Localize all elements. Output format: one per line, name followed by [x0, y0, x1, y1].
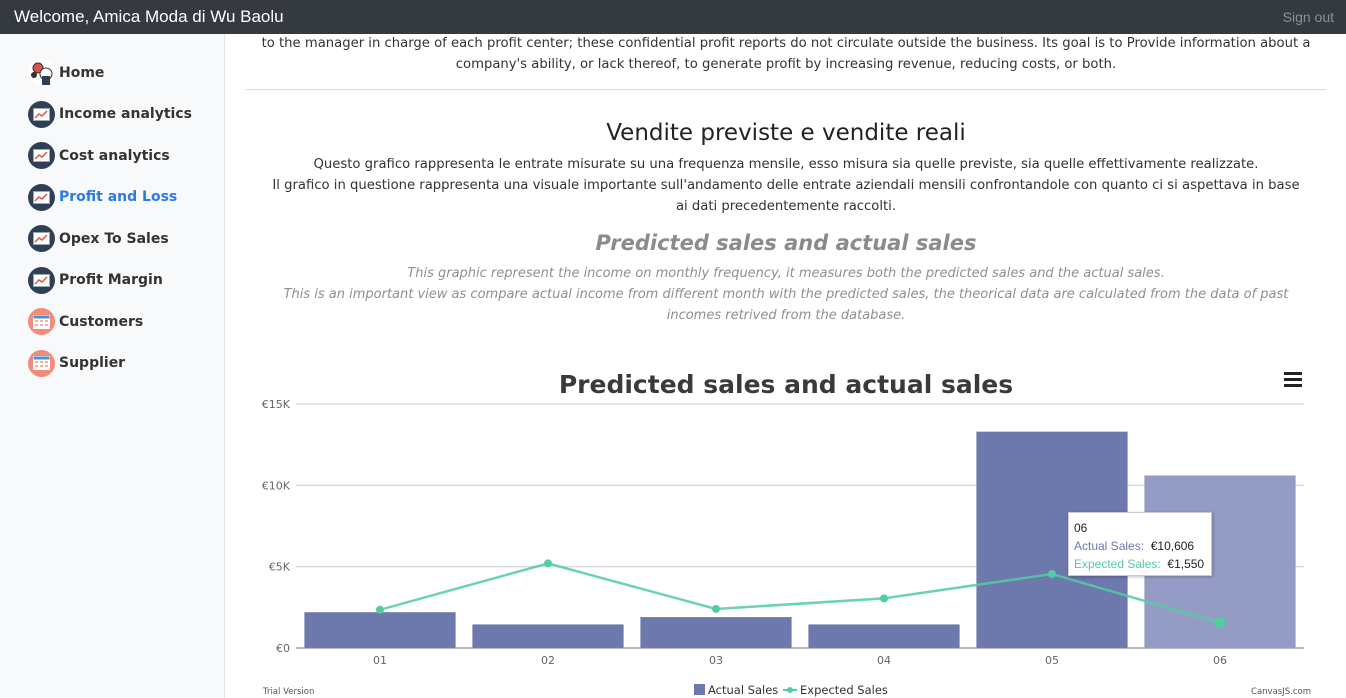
bar-actual-sales — [808, 624, 960, 648]
bar-actual-sales — [472, 624, 624, 648]
english-description-line-1: This graphic represent the income on mon… — [407, 266, 1165, 281]
sidebar-item-supplier[interactable]: Supplier — [0, 343, 224, 385]
y-tick-label: €5K — [269, 561, 291, 574]
legend-marker-actual — [694, 684, 705, 695]
tooltip-expected-label: Expected Sales: — [1074, 557, 1161, 571]
english-heading: Predicted sales and actual sales — [595, 231, 977, 255]
sidebar-item-profit-and-loss[interactable]: Profit and Loss — [0, 177, 224, 219]
chart-icon — [28, 100, 55, 128]
top-navbar: Welcome, Amica Moda di Wu Baolu Sign out — [0, 0, 1346, 34]
sidebar-item-income-analytics[interactable]: Income analytics — [0, 94, 224, 136]
sidebar-item-label: Profit Margin — [59, 272, 163, 289]
sales-chart[interactable]: Predicted sales and actual sales €0 €5K €10… — [226, 364, 1346, 698]
x-tick-label: 02 — [541, 654, 555, 667]
welcome-title: Welcome, Amica Moda di Wu Baolu — [14, 7, 284, 26]
chart-icon — [28, 183, 55, 211]
tooltip-category: 06 — [1074, 521, 1088, 535]
legend-marker-expected-dot — [787, 687, 793, 693]
line-expected-sales — [379, 562, 1221, 624]
sidebar-item-profit-margin[interactable]: Profit Margin — [0, 260, 224, 302]
chart-icon — [28, 225, 55, 253]
chart-tooltip: 06 Actual Sales: €10,606 Expected Sales:… — [1068, 512, 1212, 576]
bar-actual-sales — [304, 612, 456, 648]
table-icon — [28, 308, 55, 336]
canvasjs-credit: CanvasJS.com — [1251, 687, 1311, 697]
x-tick-label: 04 — [877, 654, 891, 667]
tooltip-expected-value: €1,550 — [1167, 557, 1205, 571]
point-expected-sales — [1214, 617, 1226, 629]
sidebar-item-cost-analytics[interactable]: Cost analytics — [0, 135, 224, 177]
sidebar-item-label: Home — [59, 64, 105, 81]
main-content: to the manager in charge of each profit … — [226, 34, 1346, 698]
chart-icon — [28, 266, 55, 294]
legend-label-actual: Actual Sales — [708, 683, 778, 697]
y-tick-label: €10K — [262, 479, 291, 492]
trial-version-label: Trial Version — [262, 687, 314, 697]
home-icon — [28, 59, 55, 87]
english-description: This graphic represent the income on mon… — [226, 263, 1346, 326]
sign-out-link[interactable]: Sign out — [1282, 9, 1334, 25]
point-expected-sales — [376, 605, 384, 614]
x-tick-label: 03 — [709, 654, 723, 667]
sidebar-item-home[interactable]: Home — [0, 52, 224, 94]
x-tick-label: 06 — [1213, 654, 1227, 667]
sidebar: Home Income analytics Cost analytics Profit… — [0, 34, 225, 698]
italian-description-line-2: Il grafico in questione rappresenta una … — [272, 178, 1300, 214]
sidebar-item-label: Supplier — [59, 355, 126, 372]
sidebar-item-opex-to-sales[interactable]: Opex To Sales — [0, 218, 224, 260]
sidebar-item-label: Profit and Loss — [59, 189, 178, 206]
y-tick-label: €0 — [276, 642, 290, 655]
divider — [246, 89, 1326, 90]
x-tick-label: 01 — [373, 654, 387, 667]
english-description-line-2: This is an important view as compare act… — [283, 287, 1289, 323]
sidebar-item-label: Cost analytics — [59, 147, 170, 164]
x-tick-label: 05 — [1045, 654, 1059, 667]
italian-heading: Vendite previste e vendite reali — [606, 120, 966, 146]
table-icon — [28, 349, 55, 377]
point-expected-sales — [1048, 569, 1056, 578]
tooltip-actual-value: €10,606 — [1150, 539, 1195, 553]
tooltip-actual-label: Actual Sales: — [1074, 539, 1145, 553]
sidebar-item-customers[interactable]: Customers — [0, 301, 224, 343]
point-expected-sales — [712, 604, 720, 613]
point-expected-sales — [880, 594, 888, 603]
point-expected-sales — [544, 559, 552, 568]
chart-icon — [28, 142, 55, 170]
y-tick-label: €15K — [262, 398, 291, 411]
italian-description: Questo grafico rappresenta le entrate mi… — [226, 154, 1346, 217]
chart-menu-icon[interactable] — [1284, 372, 1302, 388]
sidebar-item-label: Opex To Sales — [59, 230, 169, 247]
bar-actual-sales — [640, 617, 792, 648]
sidebar-item-label: Income analytics — [59, 106, 192, 123]
italian-description-line-1: Questo grafico rappresenta le entrate mi… — [313, 157, 1259, 172]
intro-text: to the manager in charge of each profit … — [261, 36, 1311, 72]
legend-label-expected: Expected Sales — [800, 683, 888, 697]
sidebar-item-label: Customers — [59, 313, 144, 330]
chart-title: Predicted sales and actual sales — [559, 370, 1013, 399]
